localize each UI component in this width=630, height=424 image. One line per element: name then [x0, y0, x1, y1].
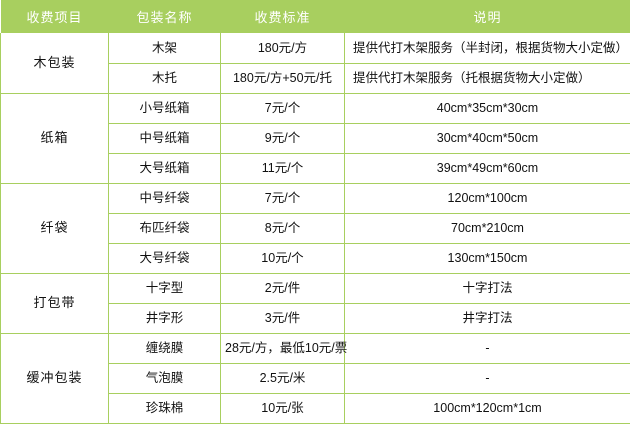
package-name-cell: 井字形 — [109, 304, 221, 334]
package-name-cell: 布匹纤袋 — [109, 214, 221, 244]
description-cell: 39cm*49cm*60cm — [345, 154, 630, 184]
package-name-cell: 中号纤袋 — [109, 184, 221, 214]
category-cell: 纸箱 — [1, 94, 109, 184]
header-row: 收费项目 包装名称 收费标准 说明 — [1, 0, 630, 34]
column-header-category: 收费项目 — [1, 0, 109, 34]
description-cell: 40cm*35cm*30cm — [345, 94, 630, 124]
description-cell: 提供代打木架服务（半封闭，根据货物大小定做） — [345, 34, 630, 64]
description-cell: 提供代打木架服务（托根据货物大小定做） — [345, 64, 630, 94]
category-cell: 缓冲包装 — [1, 334, 109, 424]
package-name-cell: 珍珠棉 — [109, 394, 221, 424]
description-cell: 十字打法 — [345, 274, 630, 304]
description-cell: - — [345, 334, 630, 364]
description-cell: 井字打法 — [345, 304, 630, 334]
package-name-cell: 气泡膜 — [109, 364, 221, 394]
table-header: 收费项目 包装名称 收费标准 说明 — [1, 0, 630, 34]
fee-standard-cell: 10元/个 — [221, 244, 345, 274]
package-name-cell: 小号纸箱 — [109, 94, 221, 124]
category-cell: 木包装 — [1, 34, 109, 94]
package-name-cell: 大号纤袋 — [109, 244, 221, 274]
package-name-cell: 木托 — [109, 64, 221, 94]
description-cell: 130cm*150cm — [345, 244, 630, 274]
package-name-cell: 大号纸箱 — [109, 154, 221, 184]
description-cell: 70cm*210cm — [345, 214, 630, 244]
description-cell: - — [345, 364, 630, 394]
package-name-cell: 木架 — [109, 34, 221, 64]
fee-standard-cell: 28元/方，最低10元/票 — [221, 334, 345, 364]
description-cell: 100cm*120cm*1cm — [345, 394, 630, 424]
fee-standard-cell: 8元/个 — [221, 214, 345, 244]
category-cell: 打包带 — [1, 274, 109, 334]
package-name-cell: 十字型 — [109, 274, 221, 304]
description-cell: 30cm*40cm*50cm — [345, 124, 630, 154]
column-header-description: 说明 — [345, 0, 630, 34]
fee-standard-cell: 10元/张 — [221, 394, 345, 424]
fee-standard-cell: 3元/件 — [221, 304, 345, 334]
package-name-cell: 中号纸箱 — [109, 124, 221, 154]
fee-standard-cell: 11元/个 — [221, 154, 345, 184]
fee-standard-cell: 7元/个 — [221, 94, 345, 124]
fee-standard-cell: 2元/件 — [221, 274, 345, 304]
fee-standard-cell: 180元/方 — [221, 34, 345, 64]
fee-standard-cell: 2.5元/米 — [221, 364, 345, 394]
category-cell: 纤袋 — [1, 184, 109, 274]
description-cell: 120cm*100cm — [345, 184, 630, 214]
column-header-fee-standard: 收费标准 — [221, 0, 345, 34]
column-header-package-name: 包装名称 — [109, 0, 221, 34]
fee-standard-cell: 7元/个 — [221, 184, 345, 214]
fee-standard-cell: 180元/方+50元/托 — [221, 64, 345, 94]
fee-standard-cell: 9元/个 — [221, 124, 345, 154]
package-name-cell: 缠绕膜 — [109, 334, 221, 364]
